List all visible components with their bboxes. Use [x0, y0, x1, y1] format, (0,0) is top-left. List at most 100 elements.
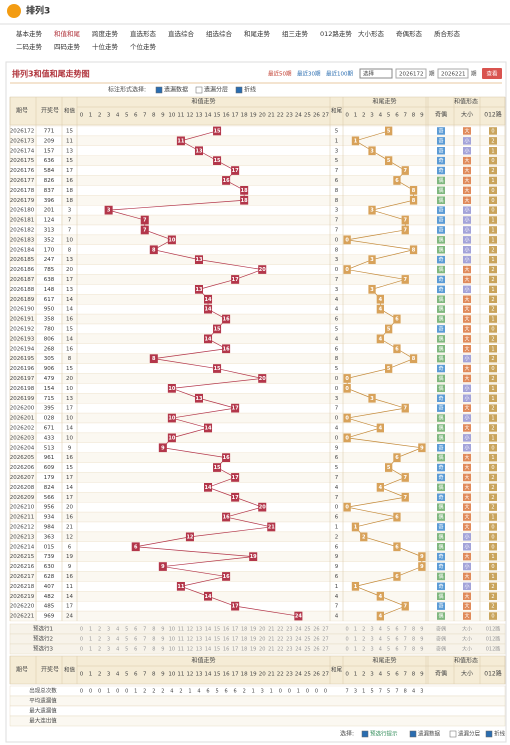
forecast-cell[interactable]: 1: [354, 637, 357, 643]
forecast-cell[interactable]: 6: [395, 637, 398, 643]
forecast-cell[interactable]: 6: [134, 637, 137, 643]
forecast-cell[interactable]: 8: [412, 637, 415, 643]
forecast-cell[interactable]: 奇偶: [436, 626, 446, 633]
forecast-cell[interactable]: 奇偶: [436, 636, 446, 643]
forecast-cell[interactable]: 2: [98, 647, 101, 653]
forecast-cell[interactable]: 3: [107, 637, 110, 643]
forecast-cell[interactable]: 20: [259, 647, 265, 653]
forecast-cell[interactable]: 22: [277, 647, 283, 653]
checkbox[interactable]: [235, 86, 243, 94]
forecast-cell[interactable]: 9: [420, 647, 423, 653]
forecast-cell[interactable]: 1: [354, 627, 357, 633]
forecast-cell[interactable]: 1: [89, 647, 92, 653]
forecast-cell[interactable]: 6: [134, 647, 137, 653]
forecast-cell[interactable]: 7: [143, 627, 146, 633]
forecast-cell[interactable]: 8: [412, 627, 415, 633]
forecast-cell[interactable]: 24: [295, 627, 301, 633]
forecast-cell[interactable]: 26: [313, 627, 319, 633]
forecast-cell[interactable]: 大小: [462, 646, 472, 653]
forecast-cell[interactable]: 6: [134, 627, 137, 633]
forecast-cell[interactable]: 9: [161, 627, 164, 633]
nav-link[interactable]: 组三走势: [282, 29, 309, 38]
forecast-cell[interactable]: 17: [232, 627, 238, 633]
forecast-cell[interactable]: 24: [295, 637, 301, 643]
forecast-cell[interactable]: 4: [116, 637, 119, 643]
forecast-cell[interactable]: 25: [304, 627, 310, 633]
footer-option[interactable]: 遗漏数据: [418, 730, 441, 738]
forecast-cell[interactable]: 3: [370, 627, 373, 633]
forecast-cell[interactable]: 0: [80, 647, 83, 653]
forecast-cell[interactable]: 22: [277, 627, 283, 633]
nav-link[interactable]: 组选综合: [206, 29, 233, 38]
nav-link[interactable]: 十位走势: [92, 42, 119, 51]
forecast-cell[interactable]: 12: [187, 647, 193, 653]
forecast-cell[interactable]: 11: [178, 647, 184, 653]
forecast-cell[interactable]: 18: [241, 627, 247, 633]
forecast-cell[interactable]: 11: [178, 627, 184, 633]
forecast-cell[interactable]: 20: [259, 637, 265, 643]
forecast-cell[interactable]: 4: [379, 647, 382, 653]
forecast-cell[interactable]: 21: [268, 627, 274, 633]
forecast-cell[interactable]: 6: [395, 647, 398, 653]
from-input[interactable]: [395, 68, 427, 79]
footer-option[interactable]: 折线: [494, 730, 506, 738]
nav-link[interactable]: 大小形态: [358, 29, 385, 38]
forecast-cell[interactable]: 24: [295, 647, 301, 653]
forecast-cell[interactable]: 18: [241, 647, 247, 653]
forecast-cell[interactable]: 4: [116, 627, 119, 633]
forecast-cell[interactable]: 20: [259, 627, 265, 633]
forecast-cell[interactable]: 19: [250, 647, 256, 653]
forecast-cell[interactable]: 14: [205, 647, 211, 653]
forecast-cell[interactable]: 25: [304, 637, 310, 643]
nav-link[interactable]: 个位走势: [130, 42, 157, 51]
forecast-cell[interactable]: 大小: [462, 636, 472, 643]
forecast-cell[interactable]: 0: [80, 637, 83, 643]
forecast-cell[interactable]: 17: [232, 647, 238, 653]
nav-link[interactable]: 直选综合: [168, 29, 195, 38]
nav-link[interactable]: 四码走势: [54, 42, 81, 51]
forecast-cell[interactable]: 22: [277, 637, 283, 643]
nav-link[interactable]: 二码走势: [16, 42, 43, 51]
forecast-cell[interactable]: 2: [362, 627, 365, 633]
forecast-cell[interactable]: 2: [362, 637, 365, 643]
select-box[interactable]: [359, 68, 393, 79]
forecast-cell[interactable]: 17: [232, 637, 238, 643]
forecast-cell[interactable]: 16: [223, 637, 229, 643]
nav-link[interactable]: 直选形态: [130, 29, 157, 38]
forecast-cell[interactable]: 21: [268, 647, 274, 653]
range-link[interactable]: 最近30期: [297, 70, 321, 78]
forecast-cell[interactable]: 9: [420, 627, 423, 633]
forecast-cell[interactable]: 7: [404, 637, 407, 643]
forecast-cell[interactable]: 0: [346, 647, 349, 653]
query-text[interactable]: 查看: [486, 70, 498, 78]
forecast-cell[interactable]: 9: [161, 637, 164, 643]
forecast-cell[interactable]: 23: [286, 647, 292, 653]
forecast-cell[interactable]: 9: [420, 637, 423, 643]
nav-link[interactable]: 奇偶形态: [396, 29, 423, 38]
forecast-cell[interactable]: 0: [346, 637, 349, 643]
forecast-cell[interactable]: 012路: [486, 636, 501, 643]
forecast-cell[interactable]: 23: [286, 627, 292, 633]
forecast-cell[interactable]: 9: [161, 647, 164, 653]
forecast-cell[interactable]: 7: [404, 647, 407, 653]
forecast-cell[interactable]: 5: [125, 647, 128, 653]
nav-link[interactable]: 和尾走势: [244, 29, 271, 38]
nav-link[interactable]: 跨度走势: [92, 29, 119, 38]
forecast-cell[interactable]: 8: [152, 627, 155, 633]
forecast-cell[interactable]: 19: [250, 637, 256, 643]
forecast-cell[interactable]: 16: [223, 627, 229, 633]
forecast-cell[interactable]: 7: [143, 637, 146, 643]
forecast-cell[interactable]: 14: [205, 637, 211, 643]
forecast-cell[interactable]: 3: [370, 647, 373, 653]
to-input[interactable]: [437, 68, 469, 79]
forecast-cell[interactable]: 1: [354, 647, 357, 653]
forecast-cell[interactable]: 12: [187, 627, 193, 633]
forecast-cell[interactable]: 15: [214, 627, 220, 633]
forecast-cell[interactable]: 19: [250, 627, 256, 633]
forecast-cell[interactable]: 8: [412, 647, 415, 653]
forecast-cell[interactable]: 21: [268, 637, 274, 643]
forecast-cell[interactable]: 1: [89, 637, 92, 643]
forecast-cell[interactable]: 8: [152, 637, 155, 643]
nav-link[interactable]: 基本走势: [16, 29, 43, 38]
option-label[interactable]: 折线: [244, 86, 256, 94]
